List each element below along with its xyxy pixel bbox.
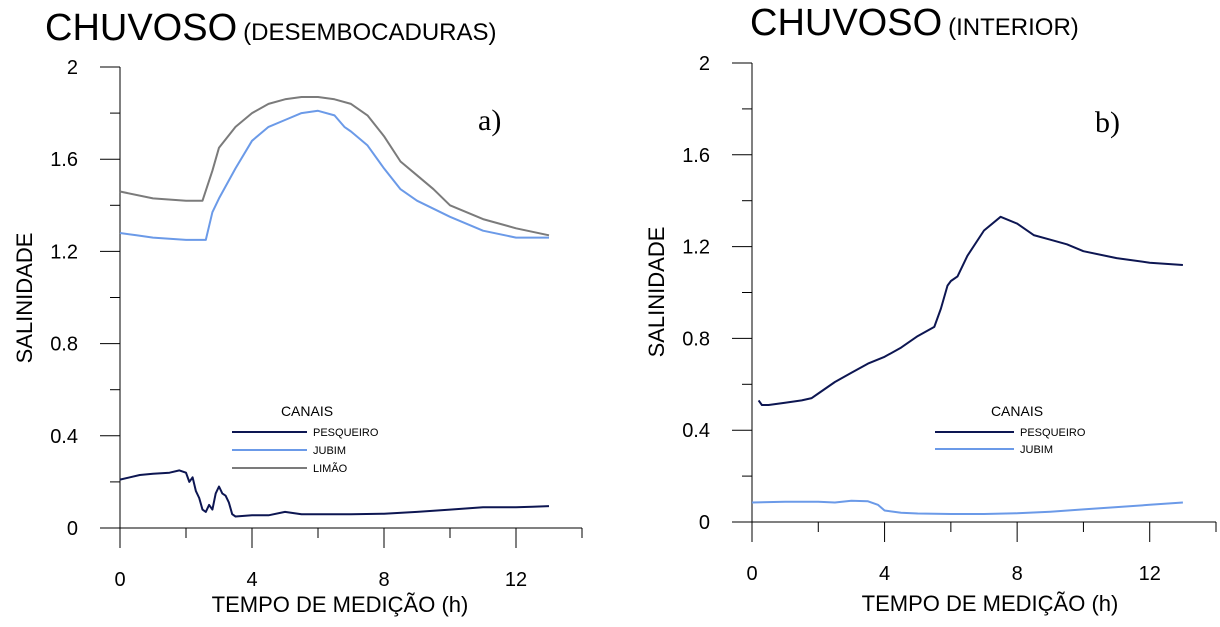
chart-title: CHUVOSO (DESEMBOCADURAS)	[45, 7, 497, 49]
chart-title-main: CHUVOSO	[45, 7, 237, 49]
series-line-jubim	[119, 109, 549, 241]
chart-subtitle: (INTERIOR)	[948, 14, 1079, 41]
y-tick-label: 0.8	[50, 334, 78, 356]
chart-panel-b: CHUVOSO (INTERIOR) 0 0.4 0.8 1.2 1.6 2 0 4 8 12 TEMP…	[644, 2, 1217, 616]
panel-letter: b)	[1095, 106, 1120, 139]
y-tick-label: 0	[67, 518, 78, 540]
x-tick-label: 0	[746, 563, 757, 585]
x-tick-label: 4	[879, 563, 890, 585]
x-tick-label: 4	[246, 569, 257, 591]
legend-label: JUBIM	[313, 445, 346, 457]
chart-title-main: CHUVOSO	[750, 2, 942, 44]
y-tick-label: 2	[67, 57, 78, 79]
x-tick-label: 8	[378, 569, 389, 591]
x-tick-label: 0	[114, 569, 125, 591]
y-tick-label: 2	[699, 53, 710, 75]
y-tick-label: 0.4	[682, 420, 710, 442]
y-axis-label: SALINIDADE	[12, 233, 37, 364]
legend-label: PESQUEIRO	[1020, 427, 1086, 439]
y-tick-label: 1.2	[50, 241, 78, 263]
series-line-pesqueiro	[757, 215, 1183, 406]
legend-label: JUBIM	[1020, 444, 1053, 456]
legend: CANAIS PESQUEIRO JUBIM LIMÃO	[232, 403, 379, 475]
legend-label: LIMÃO	[313, 462, 348, 475]
chart-panel-a: CHUVOSO (DESEMBOCADURAS) 0 0.4 0.8 1.2 1.6 2 0 4 8…	[12, 7, 583, 617]
series-line-jubim	[751, 499, 1183, 515]
panel-letter: a)	[478, 104, 501, 137]
legend-label: PESQUEIRO	[313, 427, 379, 439]
chart-title: CHUVOSO (INTERIOR)	[750, 2, 1079, 44]
y-tick-label: 1.6	[50, 149, 78, 171]
chart-subtitle: (DESEMBOCADURAS)	[243, 19, 496, 46]
y-tick-label: 1.6	[682, 145, 710, 167]
y-tick-label: 1.2	[682, 237, 710, 259]
legend-title: CANAIS	[991, 403, 1043, 419]
y-tick-label: 0	[699, 512, 710, 534]
y-axis-label: SALINIDADE	[644, 227, 669, 358]
x-axis-label: TEMPO DE MEDIÇÃO (h)	[212, 592, 469, 617]
y-tick-label: 0.8	[682, 328, 710, 350]
x-tick-label: 8	[1012, 563, 1023, 585]
legend: CANAIS PESQUEIRO JUBIM	[935, 403, 1086, 456]
legend-title: CANAIS	[281, 403, 333, 419]
x-tick-label: 12	[1139, 563, 1161, 585]
x-tick-label: 12	[505, 569, 527, 591]
y-tick-label: 0.4	[50, 426, 78, 448]
series-line-pesqueiro	[119, 469, 550, 518]
x-axis-label: TEMPO DE MEDIÇÃO (h)	[862, 591, 1119, 616]
series-line-limo	[119, 96, 550, 237]
